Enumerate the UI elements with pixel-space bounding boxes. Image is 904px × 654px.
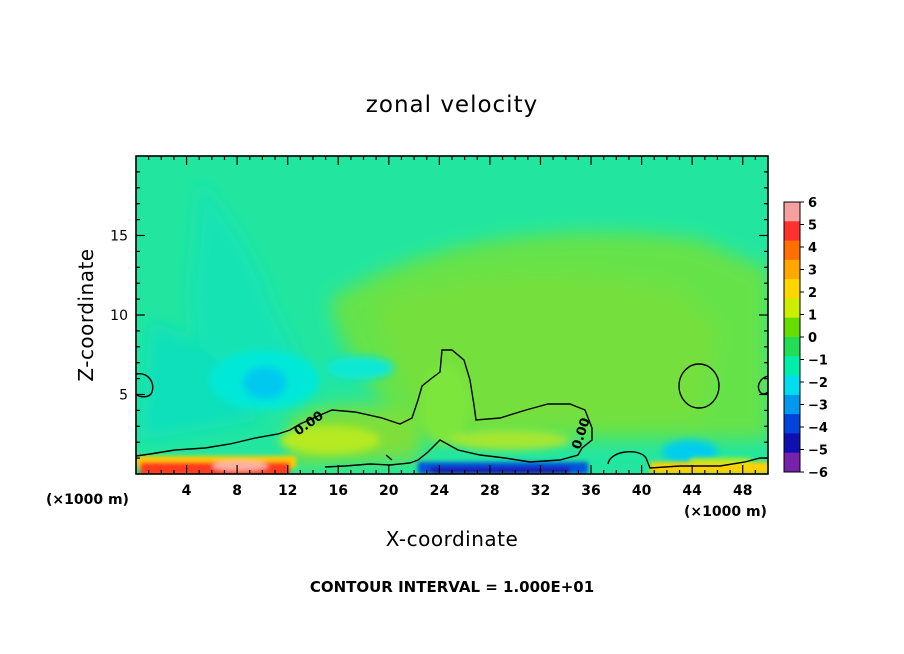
colorbar-label: −2 bbox=[808, 376, 828, 391]
chart-title: zonal velocity bbox=[366, 92, 538, 118]
contour-small-blob bbox=[385, 454, 393, 461]
contour-right-ellipse bbox=[678, 363, 720, 409]
colorbar-swatch bbox=[784, 394, 800, 415]
x-axis: 4 8 12 16 20 24 28 32 36 40 44 48 bbox=[148, 156, 756, 499]
colorbar-label: −1 bbox=[808, 354, 828, 369]
x-tick-label: 44 bbox=[682, 483, 702, 499]
field-hotspot-pink bbox=[212, 461, 268, 471]
y-tick-label: 15 bbox=[110, 229, 128, 245]
z-unit-label: (×1000 m) bbox=[46, 492, 129, 508]
contour-right-closed bbox=[757, 375, 768, 395]
colorbar-swatch bbox=[784, 202, 800, 222]
x-tick-label: 8 bbox=[232, 483, 242, 499]
field-patch-yellowgreen-b bbox=[450, 430, 570, 450]
field-band-mid-navy bbox=[430, 467, 570, 474]
colorbar-label: 1 bbox=[808, 309, 817, 324]
velocity-field bbox=[136, 156, 768, 474]
x-tick-label: 40 bbox=[632, 483, 652, 499]
colorbar-swatch bbox=[784, 259, 800, 280]
y-axis: 5 10 15 bbox=[110, 171, 768, 459]
colorbar-label: 0 bbox=[808, 331, 817, 346]
x-tick-label: 12 bbox=[278, 483, 297, 499]
colorbar-label: 3 bbox=[808, 264, 817, 279]
x-axis-label: X-coordinate bbox=[386, 527, 519, 551]
colorbar-swatch bbox=[784, 433, 800, 454]
contour-main bbox=[136, 349, 593, 468]
colorbar-label: −3 bbox=[808, 399, 828, 414]
colorbar-label: 5 bbox=[808, 219, 817, 234]
field-patch-cyan-right bbox=[326, 356, 394, 380]
x-tick-label: 24 bbox=[430, 483, 450, 499]
field-patch-cyan-column bbox=[190, 180, 300, 390]
x-tick-label: 28 bbox=[480, 483, 499, 499]
field-patch-yellowgreen-a bbox=[280, 426, 380, 454]
field-band-right-green bbox=[690, 458, 750, 464]
colorbar-swatch bbox=[784, 452, 800, 473]
contour-left-closed bbox=[136, 373, 154, 398]
contour-interval-text: CONTOUR INTERVAL = 1.000E+01 bbox=[310, 578, 594, 596]
x-tick-label: 32 bbox=[531, 483, 550, 499]
colorbar-swatch bbox=[784, 279, 800, 299]
x-tick-label: 4 bbox=[182, 483, 192, 499]
x-tick-label: 48 bbox=[733, 483, 752, 499]
colorbar-swatch bbox=[784, 317, 800, 338]
x-unit-label: (×1000 m) bbox=[684, 504, 767, 520]
colorbar-label: 2 bbox=[808, 286, 817, 301]
colorbar-swatch bbox=[784, 240, 800, 261]
colorbar-label: −6 bbox=[808, 466, 828, 481]
colorbar-label: 6 bbox=[808, 196, 817, 211]
colorbar-swatch bbox=[784, 414, 800, 434]
field-patch-cyan-core bbox=[243, 367, 287, 399]
colorbar-label: 4 bbox=[808, 241, 817, 256]
y-tick-label: 10 bbox=[110, 308, 128, 324]
colorbar-label: −4 bbox=[808, 421, 828, 436]
colorbar: 6 5 4 3 2 1 0 −1 −2 −3 −4 −5 −6 bbox=[783, 196, 828, 481]
colorbar-swatch bbox=[784, 221, 800, 242]
y-axis-label: Z-coordinate bbox=[74, 248, 98, 381]
colorbar-swatch bbox=[784, 356, 800, 377]
contour-mid-low bbox=[607, 451, 768, 469]
field-patch-green-tongue bbox=[421, 365, 469, 445]
x-tick-label: 36 bbox=[581, 483, 600, 499]
field-patch-cyan-left bbox=[140, 320, 260, 440]
colorbar-swatch bbox=[784, 298, 800, 319]
x-tick-label: 20 bbox=[379, 483, 399, 499]
colorbar-swatch bbox=[784, 337, 800, 357]
zero-contours bbox=[136, 349, 768, 469]
x-tick-label: 16 bbox=[328, 483, 347, 499]
colorbar-label: −5 bbox=[808, 444, 828, 459]
y-tick-label: 5 bbox=[119, 388, 128, 404]
colorbar-swatch bbox=[784, 375, 800, 396]
